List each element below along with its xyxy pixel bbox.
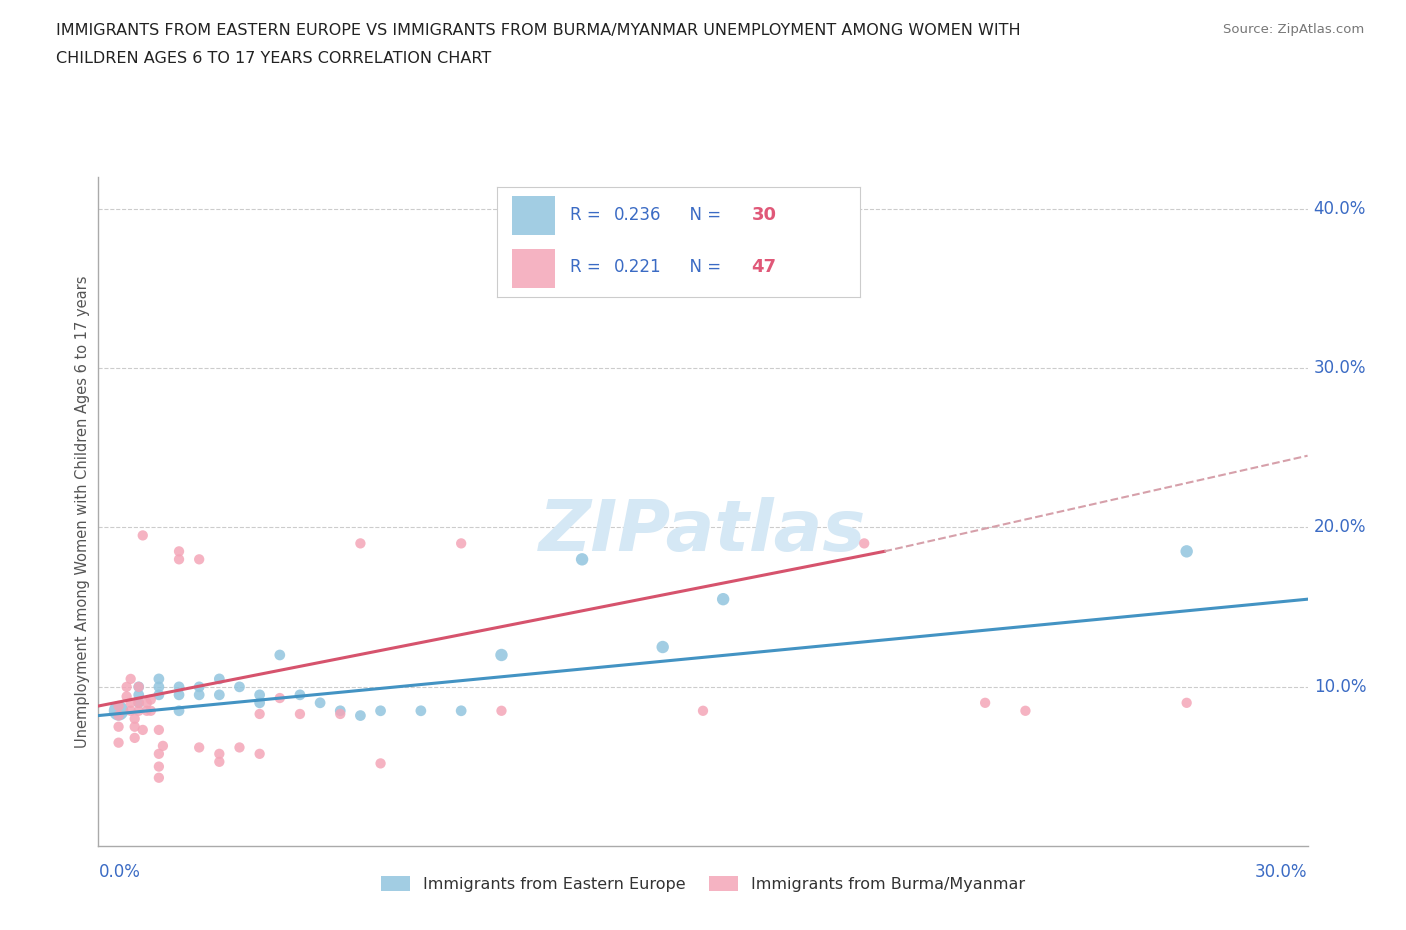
Point — [148, 723, 170, 737]
Point — [148, 671, 170, 686]
Point — [115, 680, 138, 695]
Point — [288, 707, 311, 722]
Point — [107, 708, 129, 723]
Point — [128, 703, 150, 718]
Point — [1175, 696, 1198, 711]
Point — [135, 696, 157, 711]
Point — [128, 696, 150, 711]
Point — [128, 680, 150, 695]
Point — [132, 723, 155, 737]
Point — [329, 703, 352, 718]
Point — [167, 544, 190, 559]
Point — [370, 703, 392, 718]
Point — [309, 696, 332, 711]
Point — [1014, 703, 1036, 718]
Point — [148, 687, 170, 702]
Text: ZIPatlas: ZIPatlas — [540, 498, 866, 566]
Point — [124, 730, 146, 745]
Point — [269, 691, 291, 706]
Point — [974, 696, 997, 711]
Point — [409, 703, 432, 718]
Point — [188, 740, 211, 755]
Text: 0.0%: 0.0% — [98, 863, 141, 881]
Point — [349, 708, 371, 723]
Point — [139, 692, 162, 707]
Point — [107, 736, 129, 751]
Point — [349, 536, 371, 551]
Point — [167, 551, 190, 566]
Point — [450, 536, 472, 551]
Point — [249, 747, 271, 762]
Point — [228, 680, 250, 695]
Point — [128, 687, 150, 702]
Text: Source: ZipAtlas.com: Source: ZipAtlas.com — [1223, 23, 1364, 36]
Point — [329, 707, 352, 722]
Point — [1175, 544, 1198, 559]
Text: CHILDREN AGES 6 TO 17 YEARS CORRELATION CHART: CHILDREN AGES 6 TO 17 YEARS CORRELATION … — [56, 51, 492, 66]
Point — [128, 696, 150, 711]
Point — [124, 719, 146, 734]
Point — [370, 756, 392, 771]
Point — [249, 696, 271, 711]
Point — [167, 680, 190, 695]
Y-axis label: Unemployment Among Women with Children Ages 6 to 17 years: Unemployment Among Women with Children A… — [75, 275, 90, 748]
Point — [288, 687, 311, 702]
Point — [115, 689, 138, 704]
Point — [711, 591, 734, 606]
Legend: Immigrants from Eastern Europe, Immigrants from Burma/Myanmar: Immigrants from Eastern Europe, Immigran… — [375, 870, 1031, 898]
Text: 20.0%: 20.0% — [1313, 518, 1367, 537]
Point — [269, 647, 291, 662]
Point — [450, 703, 472, 718]
Text: IMMIGRANTS FROM EASTERN EUROPE VS IMMIGRANTS FROM BURMA/MYANMAR UNEMPLOYMENT AMO: IMMIGRANTS FROM EASTERN EUROPE VS IMMIGR… — [56, 23, 1021, 38]
Point — [188, 687, 211, 702]
Point — [853, 536, 876, 551]
Point — [120, 696, 142, 711]
Point — [188, 680, 211, 695]
Point — [124, 711, 146, 726]
Point — [208, 671, 231, 686]
Text: 30.0%: 30.0% — [1313, 359, 1367, 377]
Point — [167, 687, 190, 702]
Point — [107, 719, 129, 734]
Point — [148, 680, 170, 695]
Point — [148, 759, 170, 774]
Point — [167, 703, 190, 718]
Point — [139, 703, 162, 718]
Point — [120, 671, 142, 686]
Point — [651, 640, 673, 655]
Point — [120, 703, 142, 718]
Text: 10.0%: 10.0% — [1313, 678, 1367, 696]
Point — [208, 754, 231, 769]
Point — [152, 738, 174, 753]
Point — [491, 703, 513, 718]
Point — [249, 707, 271, 722]
Point — [249, 687, 271, 702]
Point — [208, 687, 231, 702]
Point — [228, 740, 250, 755]
Point — [128, 680, 150, 695]
Point — [107, 698, 129, 713]
Point — [148, 747, 170, 762]
Point — [135, 703, 157, 718]
Text: 40.0%: 40.0% — [1313, 200, 1367, 218]
Text: 30.0%: 30.0% — [1256, 863, 1308, 881]
Point — [188, 551, 211, 566]
Point — [208, 747, 231, 762]
Point — [148, 770, 170, 785]
Point — [571, 551, 593, 566]
Point — [132, 528, 155, 543]
Point — [491, 647, 513, 662]
Point — [107, 703, 129, 718]
Point — [692, 703, 714, 718]
